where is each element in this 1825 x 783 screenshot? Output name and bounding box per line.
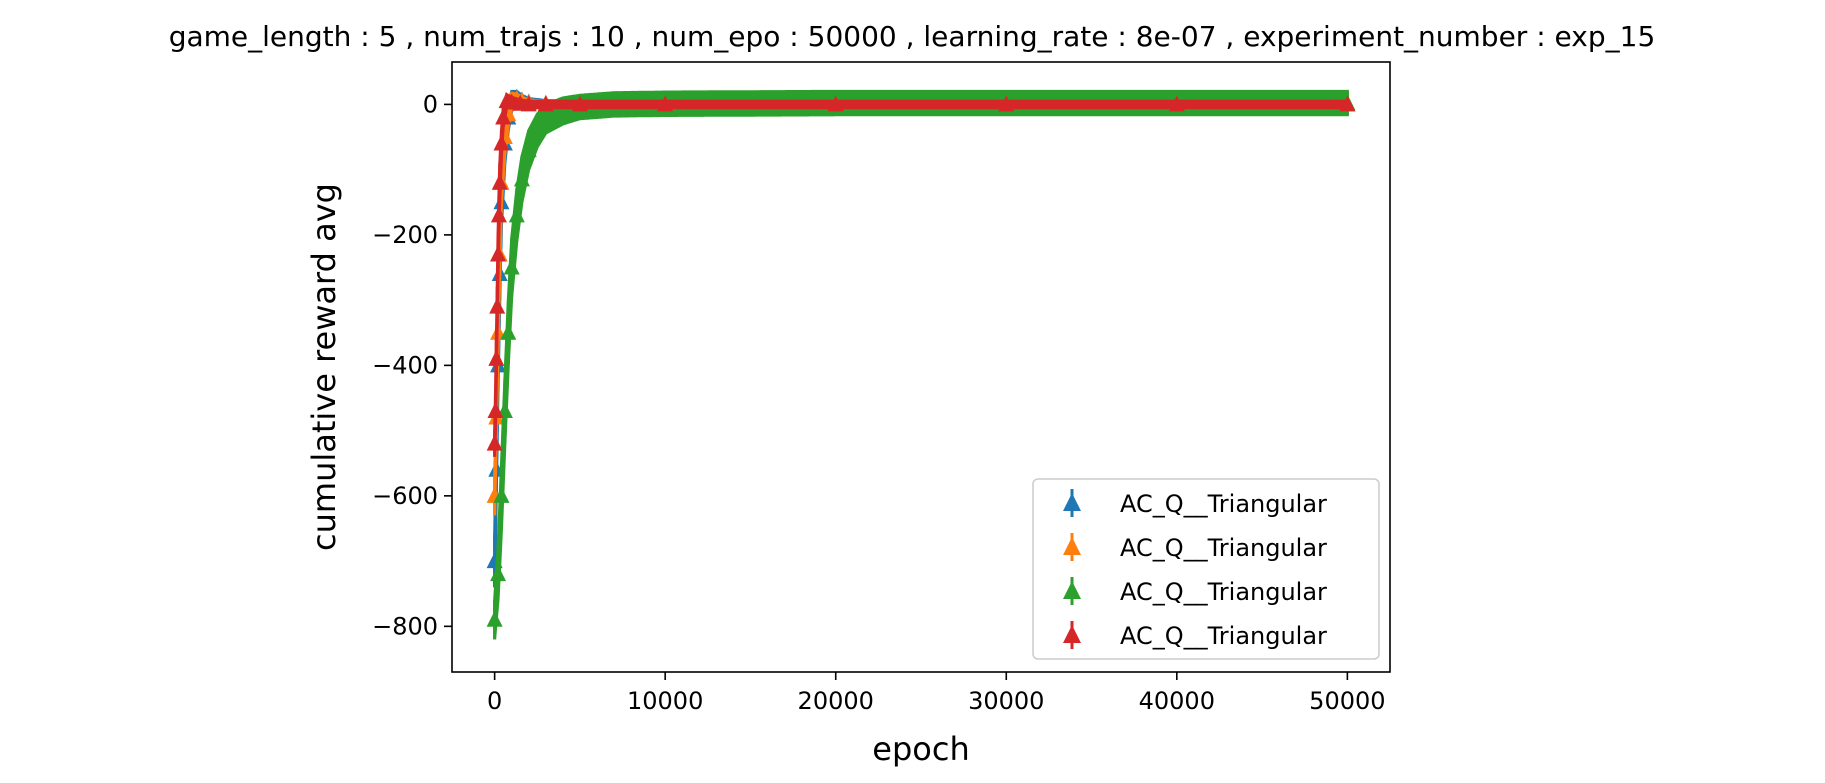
data-point [490,565,507,582]
data-point [490,245,507,262]
data-point [489,297,506,314]
x-tick-label: 10000 [627,687,703,715]
data-point [554,101,571,118]
data-point [827,95,844,112]
data-point [490,206,507,223]
y-tick-label: −200 [372,221,438,249]
legend-box [1032,478,1380,660]
chart-title: game_length : 5 , num_trajs : 10 , num_e… [169,20,1656,53]
y-tick-label: −400 [372,351,438,379]
data-point [513,170,530,187]
data-point [486,434,503,451]
legend-item: AC_Q__Triangular [1063,489,1327,518]
data-point [508,206,525,223]
series-1 [486,90,1356,516]
legend-item: AC_Q__Triangular [1063,533,1327,562]
data-point [488,349,505,366]
data-point [998,95,1015,112]
x-tick-label: 40000 [1139,687,1215,715]
error-band [493,92,1349,457]
data-point [520,141,537,158]
legend-label: AC_Q__Triangular [1120,534,1327,562]
data-point [537,95,554,112]
data-point [493,486,510,503]
plot-area [486,88,1356,640]
legend: AC_Q__Triangular AC_Q__Triangular AC_Q__Tr… [1032,478,1380,660]
y-tick-label: −800 [372,612,438,640]
axes-frame [451,61,1391,673]
data-point [529,121,546,138]
data-point [520,95,537,112]
data-point [491,173,508,190]
y-axis: 0 −200 −400 −600 −800 [372,90,452,640]
y-tick-label: −600 [372,482,438,510]
data-point [657,95,674,112]
legend-marker [1063,581,1081,599]
y-tick-label: 0 [423,90,438,118]
data-point [1168,95,1185,112]
data-point [486,610,503,627]
data-point [500,323,517,340]
data-point [571,95,588,112]
legend-label: AC_Q__Triangular [1120,622,1327,650]
data-point [495,108,512,125]
x-axis: 0 10000 20000 30000 40000 50000 [487,672,1386,715]
data-point [503,258,520,275]
x-tick-label: 0 [487,687,502,715]
y-axis-label: cumulative reward avg [305,183,343,551]
legend-item: AC_Q__Triangular [1063,577,1327,606]
x-tick-label: 30000 [968,687,1044,715]
legend-label: AC_Q__Triangular [1120,490,1327,518]
x-axis-label: epoch [872,730,969,768]
data-point [1339,95,1356,112]
series-3 [486,92,1356,457]
x-tick-label: 20000 [798,687,874,715]
legend-marker [1063,625,1081,643]
legend-label: AC_Q__Triangular [1120,578,1327,606]
data-point [493,134,510,151]
data-point [537,109,554,126]
legend-item: AC_Q__Triangular [1063,621,1327,650]
data-point [487,402,504,419]
error-band [493,91,1349,516]
legend-marker [1063,537,1081,555]
legend-marker [1063,493,1081,511]
x-tick-label: 50000 [1309,687,1385,715]
